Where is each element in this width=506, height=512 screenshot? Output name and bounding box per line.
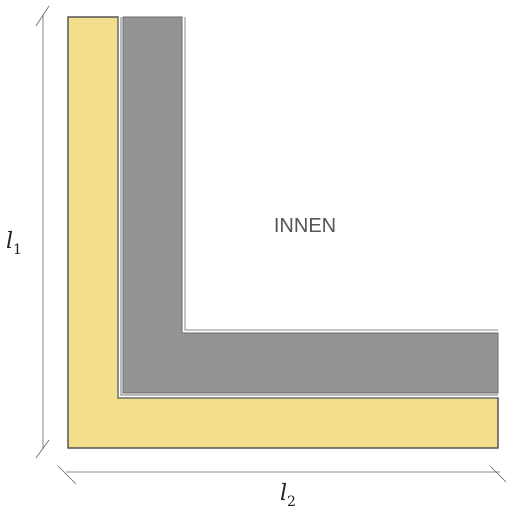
- dimension-tick-l2-left: [57, 465, 77, 485]
- label-l1-subscript: 1: [13, 242, 22, 258]
- label-l2-subscript: 2: [287, 494, 296, 510]
- label-innen: INNEN: [274, 215, 336, 237]
- plaster-line-surface: [184, 17, 498, 331]
- membrane-line-inner: [120, 17, 498, 396]
- wall-layer: [122, 16, 499, 394]
- dimension-tick-l1-bottom: [35, 439, 50, 459]
- membrane-line-outer: [117, 17, 498, 399]
- label-l1: l1: [6, 229, 22, 258]
- plaster-line-inner: [181, 17, 498, 334]
- label-l1-symbol: l: [6, 229, 13, 254]
- dimension-tick-l1-top: [35, 5, 50, 27]
- dimension-tick-l2-right: [489, 465, 506, 483]
- label-l2-symbol: l: [280, 481, 287, 506]
- label-l2: l2: [280, 481, 296, 510]
